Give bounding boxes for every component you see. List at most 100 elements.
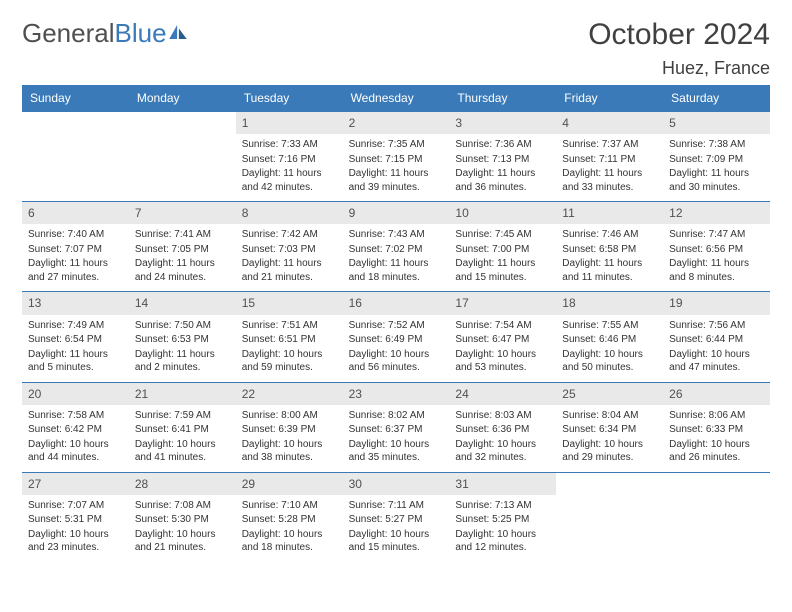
sunset-text: Sunset: 6:36 PM — [455, 423, 550, 437]
day-details: Sunrise: 7:58 AMSunset: 6:42 PMDaylight:… — [22, 405, 129, 472]
day-number: 16 — [343, 292, 450, 314]
calendar-cell: 25Sunrise: 8:04 AMSunset: 6:34 PMDayligh… — [556, 382, 663, 472]
sunset-text: Sunset: 6:34 PM — [562, 423, 657, 437]
calendar-cell: 11Sunrise: 7:46 AMSunset: 6:58 PMDayligh… — [556, 201, 663, 291]
calendar-cell-empty — [663, 472, 770, 562]
weekday-header: Wednesday — [343, 85, 450, 111]
day-number: 17 — [449, 292, 556, 314]
calendar-cell: 18Sunrise: 7:55 AMSunset: 6:46 PMDayligh… — [556, 291, 663, 381]
calendar-cell: 3Sunrise: 7:36 AMSunset: 7:13 PMDaylight… — [449, 111, 556, 201]
calendar-cell: 19Sunrise: 7:56 AMSunset: 6:44 PMDayligh… — [663, 291, 770, 381]
day-number: 30 — [343, 473, 450, 495]
day-number: 9 — [343, 202, 450, 224]
sunset-text: Sunset: 5:27 PM — [349, 513, 444, 527]
day-number: 29 — [236, 473, 343, 495]
day-number: 13 — [22, 292, 129, 314]
day-number: 22 — [236, 383, 343, 405]
sunrise-text: Sunrise: 7:35 AM — [349, 138, 444, 152]
calendar-cell: 29Sunrise: 7:10 AMSunset: 5:28 PMDayligh… — [236, 472, 343, 562]
daylight-text: Daylight: 11 hours and 33 minutes. — [562, 167, 657, 194]
daylight-text: Daylight: 11 hours and 30 minutes. — [669, 167, 764, 194]
daylight-text: Daylight: 10 hours and 47 minutes. — [669, 348, 764, 375]
sunrise-text: Sunrise: 7:59 AM — [135, 409, 230, 423]
daylight-text: Daylight: 11 hours and 36 minutes. — [455, 167, 550, 194]
sunset-text: Sunset: 7:07 PM — [28, 243, 123, 257]
day-number: 10 — [449, 202, 556, 224]
sunrise-text: Sunrise: 7:56 AM — [669, 319, 764, 333]
daylight-text: Daylight: 10 hours and 23 minutes. — [28, 528, 123, 555]
day-details: Sunrise: 7:41 AMSunset: 7:05 PMDaylight:… — [129, 224, 236, 291]
sunrise-text: Sunrise: 7:51 AM — [242, 319, 337, 333]
sunrise-text: Sunrise: 7:37 AM — [562, 138, 657, 152]
daylight-text: Daylight: 10 hours and 35 minutes. — [349, 438, 444, 465]
calendar-cell: 12Sunrise: 7:47 AMSunset: 6:56 PMDayligh… — [663, 201, 770, 291]
header: GeneralBlue October 2024 Huez, France — [22, 18, 770, 79]
calendar-cell: 5Sunrise: 7:38 AMSunset: 7:09 PMDaylight… — [663, 111, 770, 201]
calendar-cell: 7Sunrise: 7:41 AMSunset: 7:05 PMDaylight… — [129, 201, 236, 291]
sunset-text: Sunset: 6:47 PM — [455, 333, 550, 347]
day-number: 18 — [556, 292, 663, 314]
day-details: Sunrise: 7:37 AMSunset: 7:11 PMDaylight:… — [556, 134, 663, 201]
weekday-header: Tuesday — [236, 85, 343, 111]
calendar-cell: 14Sunrise: 7:50 AMSunset: 6:53 PMDayligh… — [129, 291, 236, 381]
daylight-text: Daylight: 11 hours and 8 minutes. — [669, 257, 764, 284]
sunrise-text: Sunrise: 7:52 AM — [349, 319, 444, 333]
sunrise-text: Sunrise: 7:11 AM — [349, 499, 444, 513]
sunset-text: Sunset: 7:13 PM — [455, 153, 550, 167]
day-details: Sunrise: 7:38 AMSunset: 7:09 PMDaylight:… — [663, 134, 770, 201]
sunrise-text: Sunrise: 7:54 AM — [455, 319, 550, 333]
sunset-text: Sunset: 6:33 PM — [669, 423, 764, 437]
day-details: Sunrise: 7:11 AMSunset: 5:27 PMDaylight:… — [343, 495, 450, 562]
day-details: Sunrise: 7:42 AMSunset: 7:03 PMDaylight:… — [236, 224, 343, 291]
daylight-text: Daylight: 10 hours and 44 minutes. — [28, 438, 123, 465]
sunrise-text: Sunrise: 7:46 AM — [562, 228, 657, 242]
weekday-header: Saturday — [663, 85, 770, 111]
logo-text-1: General — [22, 18, 115, 49]
daylight-text: Daylight: 10 hours and 18 minutes. — [242, 528, 337, 555]
daylight-text: Daylight: 11 hours and 39 minutes. — [349, 167, 444, 194]
sunset-text: Sunset: 6:54 PM — [28, 333, 123, 347]
daylight-text: Daylight: 11 hours and 5 minutes. — [28, 348, 123, 375]
day-details: Sunrise: 7:45 AMSunset: 7:00 PMDaylight:… — [449, 224, 556, 291]
day-details: Sunrise: 7:07 AMSunset: 5:31 PMDaylight:… — [22, 495, 129, 562]
sunset-text: Sunset: 5:30 PM — [135, 513, 230, 527]
weekday-header: Monday — [129, 85, 236, 111]
day-number: 27 — [22, 473, 129, 495]
sunrise-text: Sunrise: 8:02 AM — [349, 409, 444, 423]
weekday-header-row: SundayMondayTuesdayWednesdayThursdayFrid… — [22, 85, 770, 111]
calendar-cell: 8Sunrise: 7:42 AMSunset: 7:03 PMDaylight… — [236, 201, 343, 291]
sunset-text: Sunset: 7:05 PM — [135, 243, 230, 257]
calendar-cell: 26Sunrise: 8:06 AMSunset: 6:33 PMDayligh… — [663, 382, 770, 472]
sunset-text: Sunset: 6:58 PM — [562, 243, 657, 257]
day-details: Sunrise: 7:33 AMSunset: 7:16 PMDaylight:… — [236, 134, 343, 201]
daylight-text: Daylight: 11 hours and 27 minutes. — [28, 257, 123, 284]
sunset-text: Sunset: 6:51 PM — [242, 333, 337, 347]
day-details: Sunrise: 7:35 AMSunset: 7:15 PMDaylight:… — [343, 134, 450, 201]
sunrise-text: Sunrise: 7:47 AM — [669, 228, 764, 242]
month-title: October 2024 — [588, 18, 770, 52]
sunrise-text: Sunrise: 8:00 AM — [242, 409, 337, 423]
day-details: Sunrise: 7:59 AMSunset: 6:41 PMDaylight:… — [129, 405, 236, 472]
sunrise-text: Sunrise: 7:10 AM — [242, 499, 337, 513]
daylight-text: Daylight: 11 hours and 18 minutes. — [349, 257, 444, 284]
calendar-cell: 22Sunrise: 8:00 AMSunset: 6:39 PMDayligh… — [236, 382, 343, 472]
daylight-text: Daylight: 11 hours and 2 minutes. — [135, 348, 230, 375]
sunset-text: Sunset: 6:49 PM — [349, 333, 444, 347]
sunrise-text: Sunrise: 7:49 AM — [28, 319, 123, 333]
day-number: 5 — [663, 112, 770, 134]
daylight-text: Daylight: 10 hours and 21 minutes. — [135, 528, 230, 555]
sunset-text: Sunset: 7:09 PM — [669, 153, 764, 167]
sunrise-text: Sunrise: 7:41 AM — [135, 228, 230, 242]
day-number: 2 — [343, 112, 450, 134]
daylight-text: Daylight: 10 hours and 50 minutes. — [562, 348, 657, 375]
calendar-cell: 4Sunrise: 7:37 AMSunset: 7:11 PMDaylight… — [556, 111, 663, 201]
day-details: Sunrise: 7:52 AMSunset: 6:49 PMDaylight:… — [343, 315, 450, 382]
calendar-cell-empty — [22, 111, 129, 201]
day-number: 7 — [129, 202, 236, 224]
day-details: Sunrise: 8:06 AMSunset: 6:33 PMDaylight:… — [663, 405, 770, 472]
day-number: 11 — [556, 202, 663, 224]
calendar-cell: 17Sunrise: 7:54 AMSunset: 6:47 PMDayligh… — [449, 291, 556, 381]
logo-text-2: Blue — [115, 18, 167, 49]
sunrise-text: Sunrise: 8:03 AM — [455, 409, 550, 423]
sunset-text: Sunset: 6:39 PM — [242, 423, 337, 437]
